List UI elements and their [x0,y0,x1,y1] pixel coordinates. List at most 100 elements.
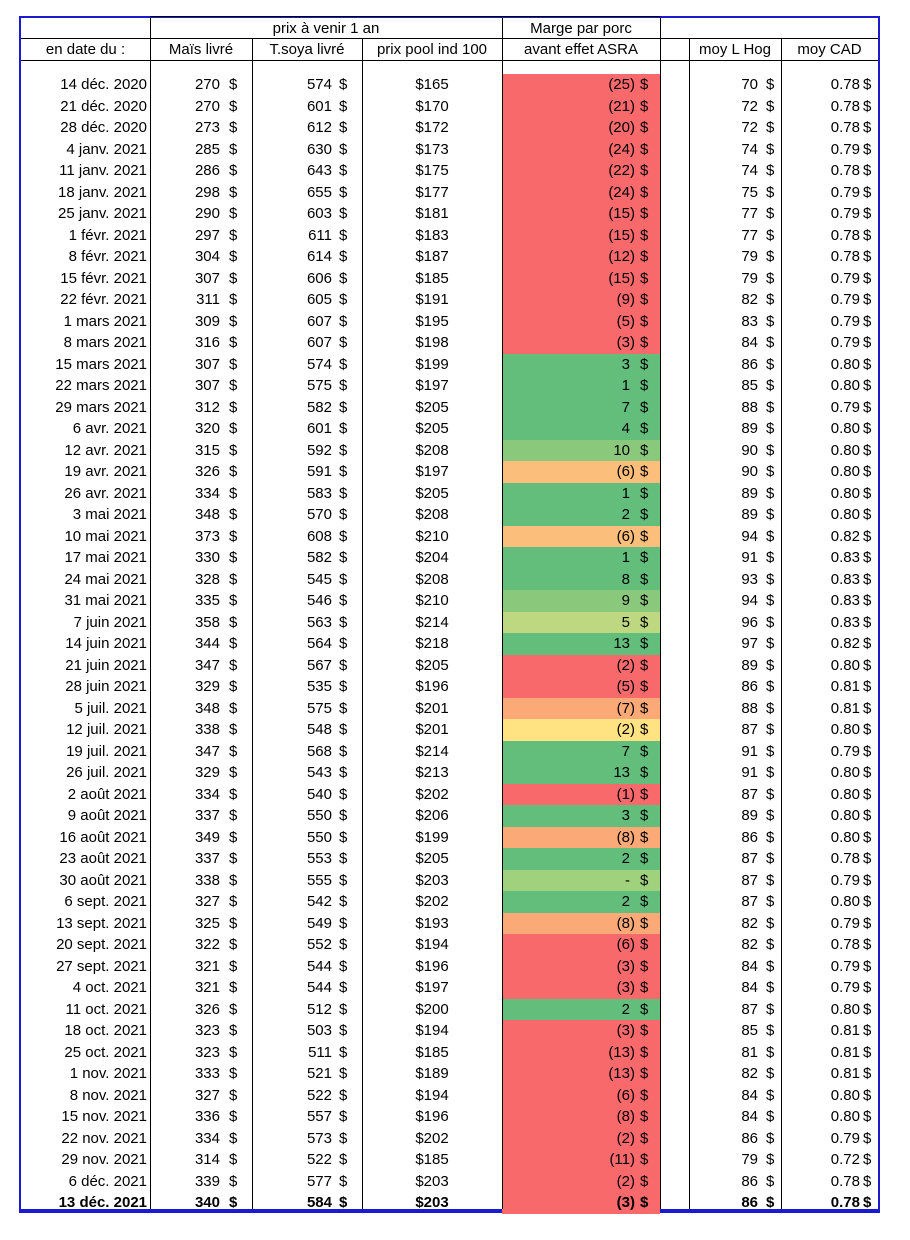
currency-symbol: $ [863,506,872,523]
currency-symbol: $ [229,570,238,588]
marge-title-line2: avant effet ASRA [524,41,638,58]
currency-symbol: $ [229,914,238,932]
currency-symbol: $ [339,721,348,738]
pool-cell: $203 [415,1172,449,1190]
currency-symbol: $ [229,527,238,545]
date-cell: 22 mars 2021 [55,377,147,394]
hog-cell: 82 [741,936,758,953]
currency-symbol: $ [766,119,775,136]
currency-symbol: $ [339,678,348,695]
marge-cell: 5 [621,613,630,631]
currency-symbol: $ [766,764,775,781]
currency-symbol: $ [339,850,348,867]
currency-symbol: $ [339,355,348,373]
currency-symbol: $ [766,807,775,824]
currency-symbol: $ [766,936,775,953]
currency-symbol: $ [640,592,649,609]
marge-cell-fill [502,525,660,547]
table-row: 22 nov. 2021 334 $573 $ $202 (2) $86 $0.79 $ [21,1127,878,1149]
cad-cell: 0.78 [830,850,860,867]
marge-cell-fill [502,332,660,354]
hog-cell: 89 [741,420,758,437]
pool-cell: $177 [415,183,449,201]
marge-cell-fill [502,1170,660,1192]
pool-cell: $185 [415,1043,449,1061]
pool-cell: $204 [415,549,449,566]
marge-cell: (11) [609,1151,635,1168]
date-cell: 28 déc. 2020 [60,119,147,136]
mais-cell: 312 [194,398,220,416]
marge-cell: 7 [621,742,630,760]
currency-symbol: $ [640,1129,649,1147]
col-header-cad: moy CAD [797,41,862,58]
marge-cell: 3 [621,355,630,373]
soya-cell: 601 [306,97,332,115]
currency-symbol: $ [766,162,775,179]
date-cell: 28 juin 2021 [65,678,147,695]
pool-cell: $185 [415,269,449,287]
cad-cell: 0.79 [830,914,860,932]
date-cell: 1 nov. 2021 [69,1065,147,1082]
currency-symbol: $ [863,269,872,287]
date-cell: 6 avr. 2021 [72,420,147,437]
col-header-date: en date du : [45,41,126,58]
soya-cell: 546 [306,592,332,609]
currency-symbol: $ [339,1129,348,1147]
marge-title-line1: Marge par porc [530,20,632,37]
marge-cell-fill [502,955,660,977]
soya-cell: 552 [306,936,332,953]
pool-cell: $194 [415,1086,449,1104]
hog-cell: 87 [741,893,758,910]
soya-cell: 583 [306,484,332,502]
currency-symbol: $ [766,871,775,889]
currency-symbol: $ [640,226,649,244]
pool-cell: $187 [415,248,449,265]
hog-cell: 72 [741,97,758,115]
marge-cell: (3) [616,957,635,975]
marge-cell: 2 [621,506,630,523]
marge-cell-fill [502,740,660,762]
pool-cell: $205 [415,656,449,674]
currency-symbol: $ [766,334,775,351]
currency-symbol: $ [766,441,775,459]
mais-cell: 311 [196,291,220,308]
currency-symbol: $ [339,764,348,781]
currency-symbol: $ [863,97,872,115]
table-row: 30 août 2021 338 $555 $ $203- $87 $0.79 $ [21,869,878,891]
currency-symbol: $ [863,76,872,93]
hog-cell: 93 [741,570,758,588]
pool-cell: $173 [415,140,449,158]
currency-symbol: $ [339,828,348,846]
currency-symbol: $ [339,291,348,308]
table-row: 5 juil. 2021 348 $575 $ $201 (7) $88 $0.81 $ [21,697,878,719]
currency-symbol: $ [339,463,348,480]
cad-cell: 0.80 [830,807,860,824]
currency-symbol: $ [640,1151,649,1168]
date-cell: 6 déc. 2021 [68,1172,147,1190]
mais-cell: 339 [194,1172,220,1190]
cad-cell: 0.78 [830,119,860,136]
mais-cell: 358 [194,613,220,631]
currency-symbol: $ [229,205,238,222]
currency-symbol: $ [863,570,872,588]
currency-symbol: $ [766,312,775,330]
currency-symbol: $ [229,420,238,437]
table-row: 1 févr. 2021 297 $611 $ $183 (15) $77 $0.78 $ [21,224,878,246]
marge-cell: (5) [616,312,635,330]
soya-cell: 544 [306,979,332,996]
date-cell: 31 mai 2021 [64,592,147,609]
currency-symbol: $ [339,914,348,932]
date-cell: 8 nov. 2021 [69,1086,147,1104]
hog-cell: 94 [741,592,758,609]
currency-symbol: $ [766,785,775,803]
currency-symbol: $ [640,248,649,265]
currency-symbol: $ [640,828,649,846]
hog-cell: 96 [741,613,758,631]
soya-cell: 511 [308,1043,332,1061]
hog-cell: 87 [741,721,758,738]
cad-cell: 0.78 [830,248,860,265]
table-row: 15 nov. 2021 336 $557 $ $196 (8) $84 $0.80 $ [21,1106,878,1128]
pool-cell: $202 [415,1129,449,1147]
currency-symbol: $ [229,699,238,717]
soya-cell: 512 [306,1000,332,1018]
